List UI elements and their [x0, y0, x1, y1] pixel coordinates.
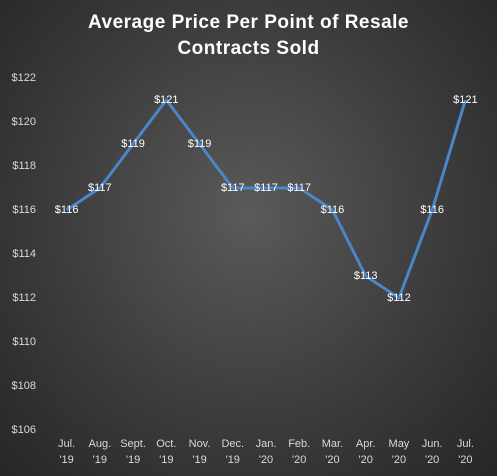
y-tick-label: $108	[12, 380, 36, 392]
data-label: $116	[321, 204, 345, 216]
x-tick-label: Oct. '19	[156, 438, 177, 466]
y-tick-label: $120	[12, 116, 36, 128]
y-tick-label: $122	[12, 72, 36, 84]
data-label: $119	[121, 138, 145, 150]
data-label: $121	[453, 94, 477, 106]
x-tick-label: Jul. '20	[456, 438, 474, 466]
y-tick-label: $116	[12, 204, 36, 216]
y-tick-label: $110	[12, 336, 36, 348]
x-tick-label: Jul. '19	[58, 438, 76, 466]
x-tick-label: Dec. '19	[221, 438, 245, 466]
y-tick-label: $106	[12, 424, 36, 436]
data-label: $117	[254, 182, 278, 194]
x-tick-label: Mar. '20	[321, 438, 344, 466]
x-tick-label: Apr. '20	[355, 438, 376, 466]
data-label: $112	[387, 292, 411, 304]
x-tick-label: Nov. '19	[188, 438, 211, 466]
x-tick-label: Jun. '20	[421, 438, 443, 466]
data-label: $117	[287, 182, 311, 194]
y-tick-label: $114	[12, 248, 36, 260]
data-label: $117	[88, 182, 112, 194]
data-label: $121	[154, 94, 178, 106]
y-tick-label: $112	[12, 292, 36, 304]
data-label: $116	[55, 204, 79, 216]
x-tick-label: May '20	[388, 438, 410, 466]
y-tick-label: $118	[12, 160, 36, 172]
x-tick-label: Jan. '20	[255, 438, 277, 466]
line	[65, 98, 467, 300]
data-label: $119	[188, 138, 212, 150]
chart-title: Average Price Per Point of Resale Contra…	[88, 12, 409, 59]
data-label: $113	[354, 270, 378, 282]
x-tick-label: Sept. '19	[120, 438, 146, 466]
x-tick-label: Aug. '19	[88, 438, 112, 466]
x-tick-label: Feb. '20	[288, 438, 311, 466]
data-label: $116	[420, 204, 444, 216]
data-label: $117	[221, 182, 245, 194]
